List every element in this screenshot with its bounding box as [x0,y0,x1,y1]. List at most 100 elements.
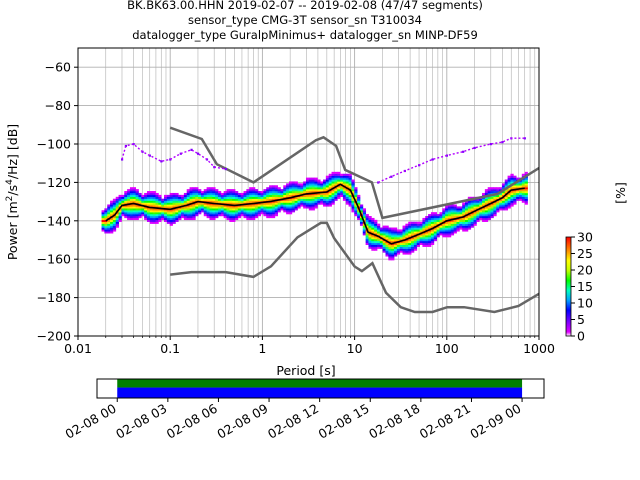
psd-density-cell [215,198,219,201]
psd-density-cell [249,208,253,211]
psd-density-cell [325,189,330,192]
timeline-frame [96,378,545,399]
psd-density-cell [413,240,418,244]
psd-density-cell [158,200,162,203]
psd-density-cell [115,196,119,199]
psd-density-cell [141,196,145,199]
psd-density-cell [183,212,188,215]
psd-density-cell [340,181,344,184]
psd-density-cell [442,231,446,234]
psd-density-cell [482,210,486,213]
psd-density-cell [124,206,128,209]
psd-density-cell [101,221,105,224]
psd-density-cell [484,198,489,201]
psd-density-cell [149,212,154,215]
psd-density-cell [220,204,225,207]
psd-density-cell [473,217,477,221]
psd-density-cell [391,239,395,242]
psd-density-cell [206,192,210,196]
psd-density-cell [402,235,406,238]
psd-density-cell [308,196,313,199]
psd-density-cell [413,242,418,245]
psd-density-cell [189,212,193,215]
psd-density-cell [181,200,185,203]
x-axis-label: Period [s] [276,363,335,378]
psd-density-cell [425,217,429,221]
psd-density-cell [220,214,225,217]
psd-density-cell [274,194,278,197]
psd-density-cell [334,187,338,190]
psd-density-cell [507,206,511,209]
psd-density-cell [357,202,361,205]
psd-density-cell [405,252,409,255]
psd-density-cell [300,204,304,207]
psd-density-cell [161,200,165,203]
psd-density-cell [493,187,497,190]
psd-density-cell [345,177,349,180]
psd-density-cell [252,194,256,197]
psd-density-cell [149,208,154,211]
psd-density-cell [300,191,304,194]
psd-density-cell [186,210,190,213]
psd-density-cell [271,212,276,215]
y-tick-label: −120 [37,175,71,190]
psd-density-cell [447,223,452,226]
psd-density-cell [479,210,483,213]
psd-density-cell [453,204,457,207]
psd-density-cell [192,194,196,197]
psd-density-cell [436,225,440,228]
psd-density-cell [308,179,313,182]
psd-density-cell [149,216,154,219]
psd-density-cell [396,248,401,251]
psd-density-cell [331,173,335,176]
psd-density-cell [252,212,256,215]
psd-density-cell [430,233,435,236]
psd-density-cell [274,191,278,194]
psd-density-cell [496,208,500,211]
psd-density-cell [101,216,105,219]
psd-density-cell [425,244,429,247]
psd-density-cell [124,196,128,199]
psd-density-cell [348,185,352,188]
psd-density-cell [365,239,369,242]
psd-density-cell [459,219,463,222]
psd-density-cell [246,194,250,197]
psd-density-cell [249,191,253,194]
spread-curve [377,137,525,184]
psd-density-cell [314,189,318,192]
psd-density-cell [513,196,517,199]
psd-density-cell [129,208,134,211]
psd-density-cell [158,204,162,207]
psd-density-cell [152,217,156,221]
psd-density-cell [198,202,202,205]
psd-density-cell [473,208,477,211]
psd-density-cell [141,214,145,217]
psd-density-cell [300,196,304,199]
spread-point [132,143,135,146]
psd-density-cell [308,200,313,203]
spread-point [148,154,151,157]
psd-density-cell [371,217,375,221]
psd-density-cell [337,196,341,199]
psd-density-cell [135,191,139,194]
psd-density-cell [365,231,369,234]
psd-density-cell [254,192,259,196]
psd-density-cell [294,200,298,203]
psd-density-cell [246,208,250,211]
psd-density-cell [283,191,287,194]
psd-density-cell [118,214,122,217]
psd-density-cell [340,185,344,188]
psd-density-cell [507,198,511,201]
psd-density-cell [294,196,298,199]
psd-density-cell [112,225,117,228]
psd-density-cell [166,216,171,219]
psd-density-cell [149,210,154,213]
psd-density-cell [172,221,176,224]
psd-density-cell [146,191,151,194]
psd-density-cell [186,192,190,196]
psd-density-cell [291,191,296,194]
psd-density-cell [232,191,236,194]
psd-density-cell [467,217,472,221]
